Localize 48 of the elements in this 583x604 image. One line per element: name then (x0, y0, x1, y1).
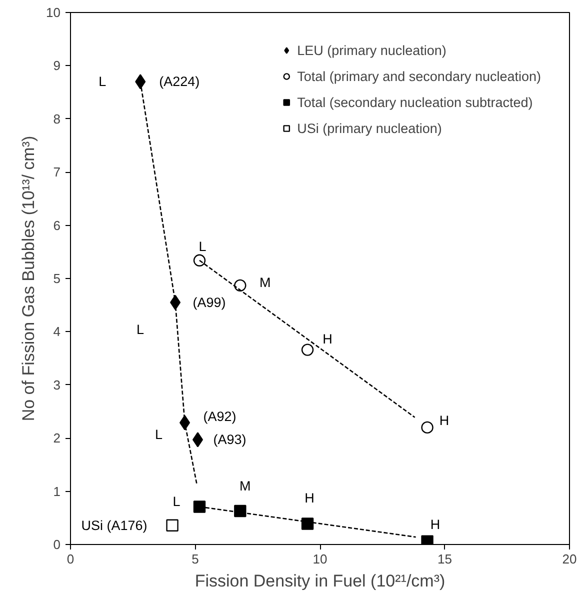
x-axis-title: Fission Density in Fuel (10²¹/cm³) (194, 572, 446, 590)
annotation: L (98, 74, 107, 90)
y-tick-label: 10 (46, 5, 61, 20)
annotation: L (172, 494, 181, 510)
point (421, 421, 434, 434)
point (193, 254, 206, 266)
legend-label: USi (primary nucleation) (297, 120, 442, 136)
annotation: L (155, 427, 164, 442)
annotation: (A224) (159, 74, 200, 90)
x-tick-label: 10 (312, 552, 328, 566)
y-tick-label: 8 (53, 111, 61, 126)
point (301, 344, 314, 356)
annotation: L (198, 238, 207, 254)
y-tick-label: 5 (53, 271, 61, 286)
point (234, 504, 246, 518)
point (166, 519, 178, 532)
annotation: (A92) (203, 409, 236, 424)
annotation: H (430, 516, 440, 532)
annotation: H (322, 331, 332, 346)
point (193, 500, 206, 513)
annotation: M (260, 274, 271, 290)
annotation: M (240, 478, 251, 494)
legend-label: LEU (primary nucleation) (297, 42, 446, 58)
annotation: (A93) (213, 432, 246, 448)
point (192, 432, 204, 448)
annotation: H (304, 490, 314, 506)
y-tick-label: 3 (53, 377, 61, 392)
point (301, 518, 314, 530)
annotation: USi (A176) (81, 518, 148, 533)
x-tick-label: 0 (66, 552, 74, 566)
x-tick-label: 15 (438, 552, 452, 566)
legend-label: Total (primary and secondary nucleation) (297, 68, 541, 84)
point (135, 74, 146, 90)
y-tick-label: 7 (53, 164, 61, 180)
annotation: L (136, 322, 145, 337)
y-tick-label: 6 (53, 218, 61, 233)
y-tick-label: 0 (53, 537, 61, 552)
y-tick-label: 4 (53, 324, 61, 340)
x-tick-label: 5 (192, 552, 199, 566)
point (234, 279, 246, 292)
annotation: (A99) (192, 294, 226, 310)
y-tick-label: 2 (53, 430, 61, 446)
x-tick-label: 20 (562, 552, 577, 566)
legend-label: Total (secondary nucleation subtracted) (297, 94, 533, 110)
y-tick-label: 9 (53, 58, 61, 74)
y-axis-title: No of Fission Gas Bubbles (10¹³/ cm³) (19, 136, 38, 422)
annotation: H (439, 412, 450, 428)
y-tick-label: 1 (53, 484, 61, 499)
